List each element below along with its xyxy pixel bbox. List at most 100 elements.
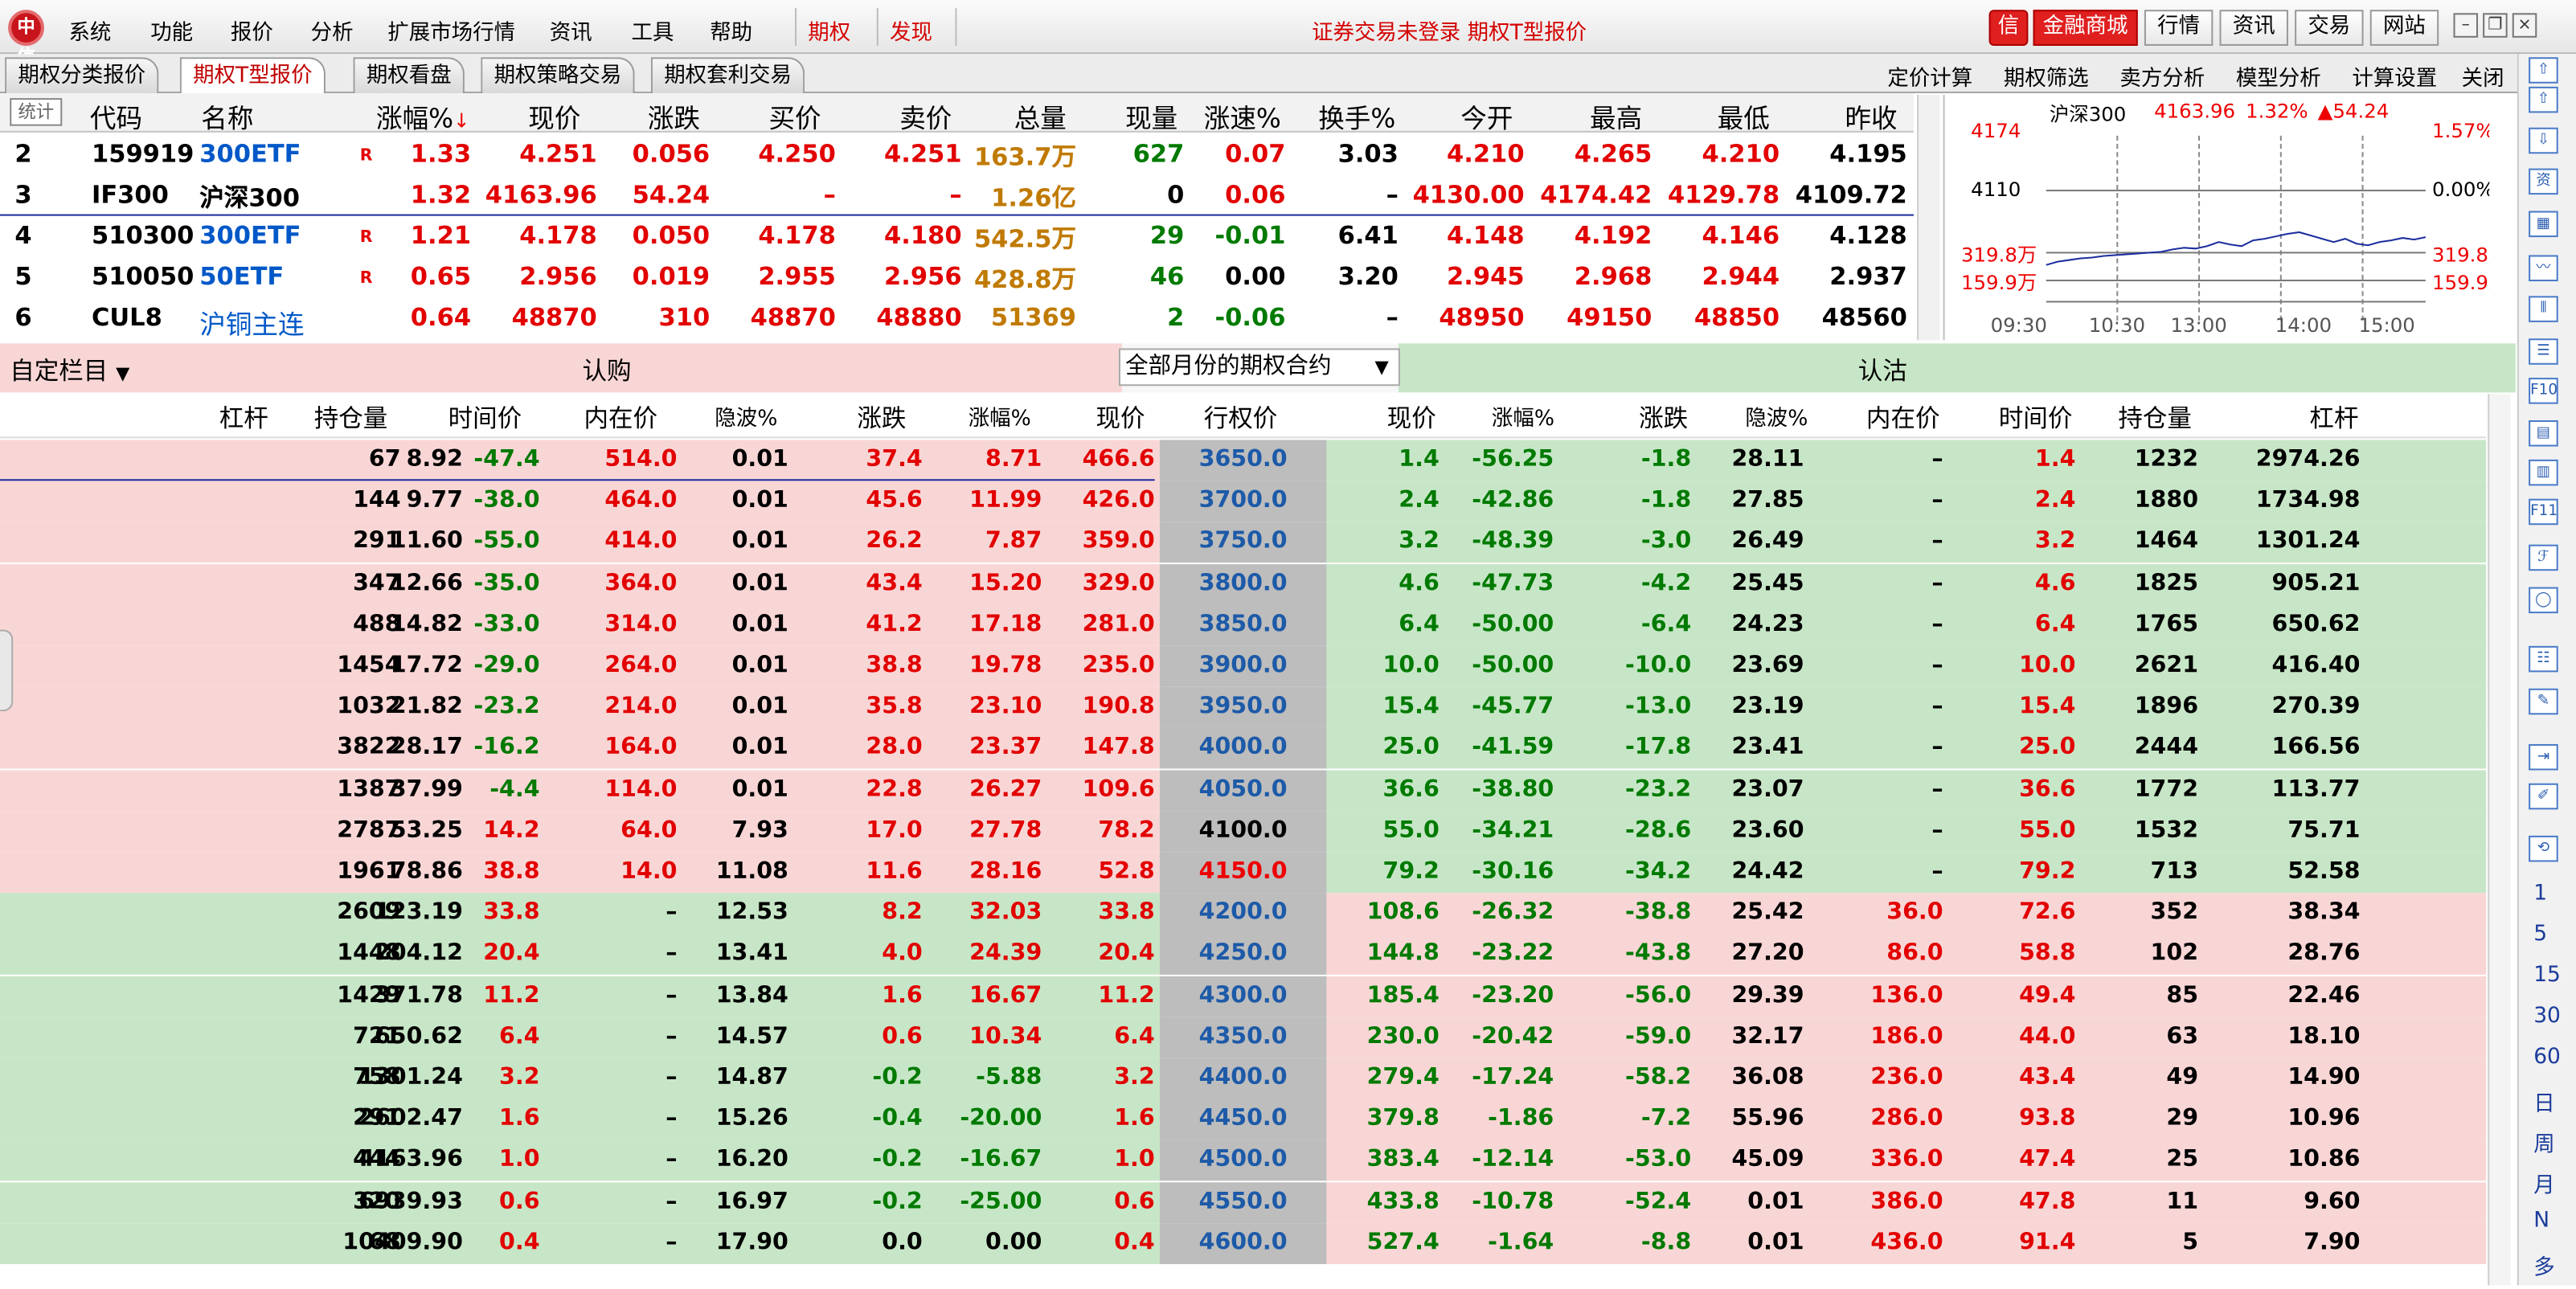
up-outline-icon[interactable]: ⇧ (2529, 86, 2558, 113)
tab-option-category[interactable]: 期权分类报价 (5, 57, 159, 93)
option-row[interactable]: 78.86 1961 38.8 14.0 11.08 11.6 28.16 52.8 4150.… (0, 852, 2486, 894)
option-row[interactable]: 37.99 1387 -4.4 114.0 0.01 22.8 26.27 109.6 4050… (0, 769, 2486, 811)
call-price-header[interactable]: 现价 (1096, 403, 1145, 434)
header-speed[interactable]: 涨速% (1203, 103, 1281, 134)
calc-settings-link[interactable]: 计算设置 (2352, 67, 2438, 92)
header-code[interactable]: 代码 (89, 103, 143, 134)
stats-icon[interactable]: ✎ (2529, 688, 2558, 715)
strike-cell[interactable]: 4550.0 (1159, 1181, 1327, 1223)
strike-cell[interactable]: 4400.0 (1159, 1058, 1327, 1099)
header-turnover[interactable]: 换手% (1318, 103, 1396, 134)
put-leverage-header[interactable]: 杠杆 (2309, 403, 2359, 434)
option-row[interactable]: 123.19 2609 33.8 – 12.53 8.2 32.03 33.8 4200.0 10… (0, 893, 2486, 935)
option-row[interactable]: 14.82 488 -33.0 314.0 0.01 41.2 17.18 281.0 3850… (0, 604, 2486, 646)
call-pct-header[interactable]: 涨幅% (968, 407, 1031, 432)
tab-option-t-quote[interactable]: 期权T型报价 (179, 57, 326, 96)
news-button[interactable]: 资讯 (2219, 10, 2288, 46)
circle-icon[interactable]: ◯ (2529, 587, 2558, 614)
quote-row[interactable]: 4 510300 300ETF 1.21 4.178 0.050 4.178 4.180 542… (0, 216, 1914, 257)
put-iv-header[interactable]: 隐波% (1745, 407, 1808, 432)
header-prev-close[interactable]: 昨收 (1845, 103, 1898, 134)
option-filter-link[interactable]: 期权筛选 (2003, 67, 2089, 92)
strike-header[interactable]: 行权价 (1203, 403, 1278, 434)
option-row[interactable]: 9.77 144 -38.0 464.0 0.01 45.6 11.99 426.0 3700.… (0, 481, 2486, 522)
strike-cell[interactable]: 4150.0 (1159, 852, 1327, 894)
menu-discover[interactable]: 发现 (890, 21, 932, 46)
report-icon[interactable]: ▥ (2529, 459, 2558, 486)
pencil-icon[interactable]: ✐ (2529, 783, 2558, 810)
header-name[interactable]: 名称 (201, 103, 254, 134)
period-3-button[interactable]: 30 (2533, 1004, 2561, 1029)
model-analysis-link[interactable]: 模型分析 (2235, 67, 2321, 92)
tab-option-strategy[interactable]: 期权策略交易 (481, 57, 635, 93)
option-row[interactable]: 371.78 1429 11.2 – 13.84 1.6 16.67 11.2 4300.0 18… (0, 976, 2486, 1017)
quote-scrollbar[interactable] (1917, 95, 1940, 341)
strike-cell[interactable]: 4600.0 (1159, 1222, 1327, 1264)
strike-cell[interactable]: 3850.0 (1159, 604, 1327, 646)
header-price[interactable]: 现价 (528, 103, 581, 134)
menu-function[interactable]: 功能 (150, 21, 194, 46)
tab-option-arbitrage[interactable]: 期权套利交易 (650, 57, 805, 93)
option-row[interactable]: 53.25 2787 14.2 64.0 7.93 17.0 27.78 78.2 4100.0… (0, 810, 2486, 852)
minimize-icon[interactable]: – (2453, 13, 2479, 38)
website-button[interactable]: 网站 (2369, 10, 2439, 46)
strike-cell[interactable]: 4350.0 (1159, 1017, 1327, 1058)
stat-button[interactable]: 统计 (10, 98, 63, 126)
put-time-value-header[interactable]: 时间价 (1998, 403, 2073, 434)
list2-icon[interactable]: ☷ (2529, 645, 2558, 673)
month-select[interactable]: 全部月份的期权合约 ▼ (1118, 348, 1400, 387)
option-row[interactable]: 1301.24 758 3.2 – 14.87 -0.2 -5.88 3.2 4400.0 279… (0, 1058, 2486, 1099)
period-5-button[interactable]: 日 (2533, 1092, 2555, 1117)
header-change[interactable]: 涨跌 (647, 103, 701, 134)
menu-system[interactable]: 系统 (68, 21, 112, 46)
header-volume[interactable]: 总量 (1014, 103, 1067, 134)
call-time-value-header[interactable]: 时间价 (448, 403, 522, 434)
header-ask[interactable]: 卖价 (899, 103, 952, 134)
header-cur-volume[interactable]: 现量 (1125, 103, 1178, 134)
option-row[interactable]: 11.60 291 -55.0 414.0 0.01 26.2 7.87 359.0 3750.… (0, 522, 2486, 563)
call-change-header[interactable]: 涨跌 (857, 403, 907, 434)
f11-icon[interactable]: F11 (2529, 498, 2558, 526)
menu-tools[interactable]: 工具 (631, 21, 674, 46)
quote-button[interactable]: 行情 (2144, 10, 2214, 46)
period-1-button[interactable]: 5 (2533, 922, 2548, 947)
close-icon[interactable]: × (2512, 13, 2537, 38)
option-row[interactable]: 8.92 67 -47.4 514.0 0.01 37.4 8.71 466.6 3650.0 1… (0, 440, 2486, 481)
grid-icon[interactable]: ▦ (2529, 211, 2558, 238)
t-quote-scrollbar[interactable] (2488, 394, 2511, 1286)
tab-option-watch[interactable]: 期权看盘 (353, 57, 465, 93)
strike-cell[interactable]: 3750.0 (1159, 522, 1327, 563)
call-leverage-header[interactable]: 杠杆 (219, 403, 268, 434)
candle-icon[interactable]: ⫴ (2529, 296, 2558, 322)
period-0-button[interactable]: 1 (2533, 881, 2548, 906)
formula-icon[interactable]: ℱ (2529, 544, 2558, 571)
option-row[interactable]: 12.66 347 -35.0 364.0 0.01 43.4 15.20 329.0 3800… (0, 563, 2486, 605)
strike-cell[interactable]: 4000.0 (1159, 728, 1327, 770)
strike-cell[interactable]: 4050.0 (1159, 769, 1327, 811)
quote-row[interactable]: 5 510050 50ETF 0.65 2.956 0.019 2.955 2.956 428.… (0, 256, 1914, 297)
list-icon[interactable]: ☰ (2529, 338, 2558, 365)
line-chart-icon[interactable]: 〰 (2529, 255, 2558, 282)
period-8-button[interactable]: N (2533, 1208, 2550, 1234)
strike-cell[interactable]: 3950.0 (1159, 687, 1327, 728)
header-open[interactable]: 今开 (1460, 103, 1513, 134)
quote-row[interactable]: 6 CUL8 沪铜主连 0.64 48870 310 48870 48880 51369 2 -0.… (0, 297, 1914, 340)
down-outline-icon[interactable]: ⇩ (2529, 127, 2558, 154)
store-icon[interactable]: 信 (1988, 10, 2029, 46)
f10-icon[interactable]: F10 (2529, 378, 2558, 404)
header-high[interactable]: 最高 (1590, 103, 1643, 134)
period-9-button[interactable]: 多 (2533, 1255, 2555, 1281)
period-4-button[interactable]: 60 (2533, 1045, 2561, 1070)
up-arrow-icon[interactable]: ⇧ (2529, 57, 2558, 84)
arrow-icon[interactable]: ⇥ (2529, 743, 2558, 771)
strike-cell[interactable]: 4450.0 (1159, 1099, 1327, 1140)
strike-cell[interactable]: 4250.0 (1159, 934, 1327, 976)
strike-cell[interactable]: 3650.0 (1159, 440, 1327, 481)
strike-cell[interactable]: 4200.0 (1159, 893, 1327, 935)
menu-help[interactable]: 帮助 (710, 21, 753, 46)
header-low[interactable]: 最低 (1717, 103, 1770, 134)
menu-quote[interactable]: 报价 (230, 21, 273, 46)
call-oi-header[interactable]: 持仓量 (313, 403, 388, 434)
menu-analysis[interactable]: 分析 (310, 21, 354, 46)
period-7-button[interactable]: 月 (2533, 1174, 2555, 1199)
